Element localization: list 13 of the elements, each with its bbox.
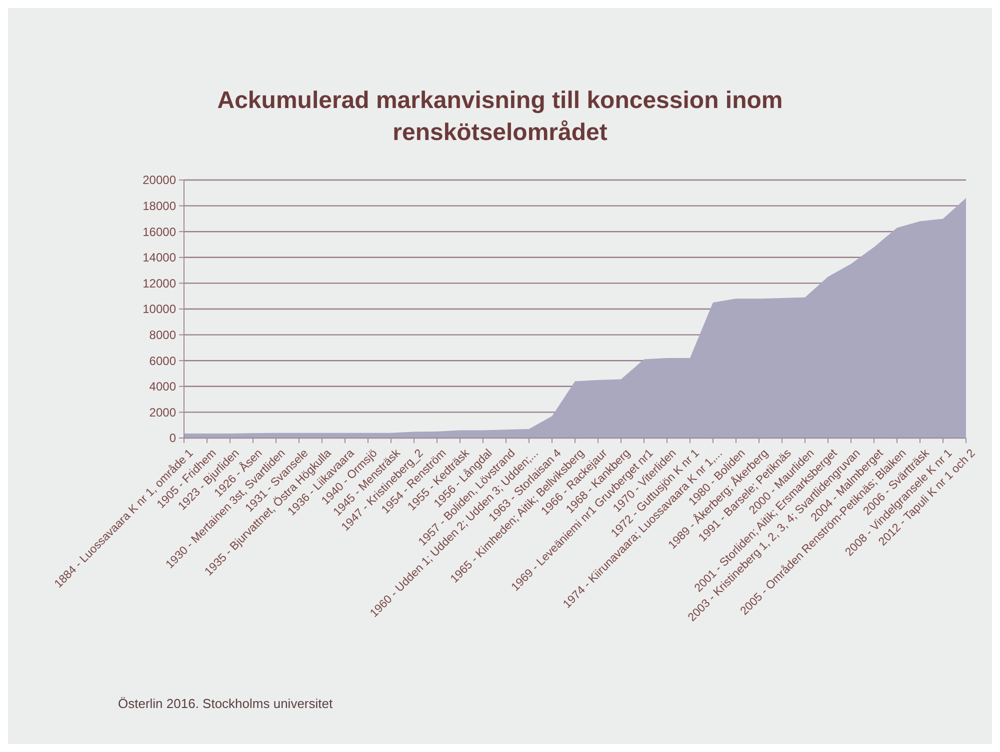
text: Österlin 2016. Stockholms universitet	[118, 696, 333, 711]
y-tick-label: 12000	[142, 276, 176, 290]
y-tick-label: 14000	[142, 250, 176, 265]
y-tick-label: 4000	[149, 380, 176, 394]
y-tick-label: 16000	[142, 224, 176, 239]
y-tick-label: 18000	[142, 199, 176, 213]
y-tick-label: 0	[169, 431, 176, 446]
y-tick-label: 20000	[142, 173, 176, 188]
chart-title: Ackumulerad markanvisning till koncession inom renskötselområdet	[217, 87, 783, 146]
y-tick-label: 10000	[142, 302, 176, 316]
y-tick-label: 8000	[149, 328, 176, 342]
y-tick-label: 6000	[149, 354, 176, 368]
y-tick-label: 2000	[149, 405, 176, 420]
